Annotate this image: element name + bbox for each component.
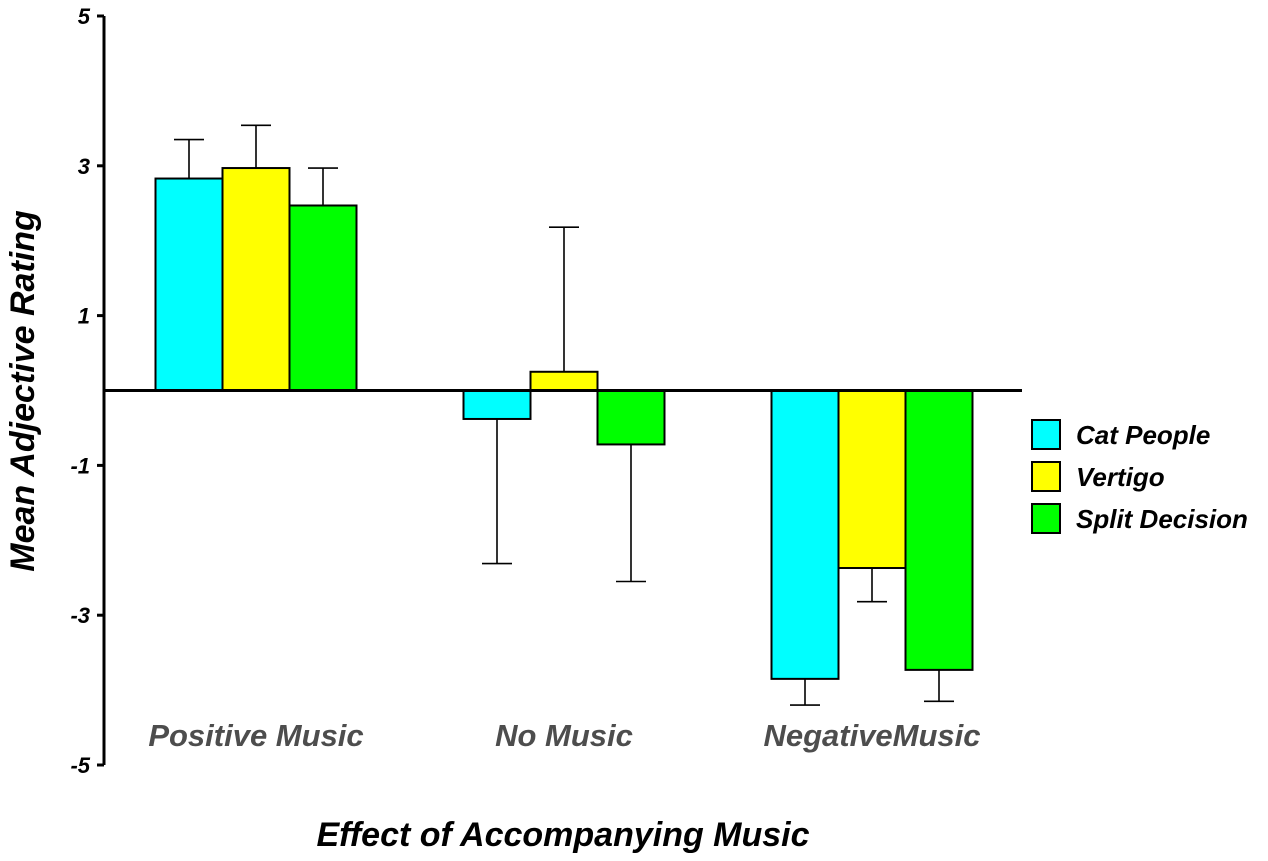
y-tick-label: 1: [78, 304, 90, 329]
legend-swatch: [1031, 461, 1061, 492]
category-label: Positive Music: [148, 718, 363, 753]
y-axis-title: Mean Adjective Rating: [4, 210, 42, 572]
bar: [462, 389, 532, 420]
bar: [221, 167, 291, 392]
bar: [154, 177, 224, 392]
legend-swatch: [1031, 419, 1061, 450]
category-labels: Positive Music No Music NegativeMusic: [148, 718, 980, 753]
legend-label: Vertigo: [1076, 462, 1165, 492]
axis-layer: [102, 16, 1022, 765]
category-label: No Music: [495, 718, 633, 753]
y-tick-label: -5: [70, 753, 90, 778]
bar: [904, 389, 974, 671]
y-tick-label: -1: [70, 453, 90, 478]
bar: [837, 389, 907, 570]
x-axis-title: Effect of Accompanying Music: [316, 816, 809, 854]
y-tick-label: 5: [78, 4, 91, 29]
bar: [288, 204, 358, 392]
bars-layer: [154, 124, 974, 706]
bar: [529, 370, 599, 392]
y-tick-label: 3: [78, 154, 90, 179]
legend-label: Split Decision: [1076, 504, 1248, 534]
legend-swatch: [1031, 503, 1061, 534]
category-label: NegativeMusic: [763, 718, 980, 753]
legend: Cat People Vertigo Split Decision: [1031, 419, 1248, 534]
y-ticks: 5 3 1 -1 -3 -5: [70, 4, 104, 778]
bar: [770, 389, 840, 680]
y-tick-label: -3: [70, 603, 90, 628]
bar: [596, 389, 666, 446]
legend-label: Cat People: [1076, 420, 1210, 450]
